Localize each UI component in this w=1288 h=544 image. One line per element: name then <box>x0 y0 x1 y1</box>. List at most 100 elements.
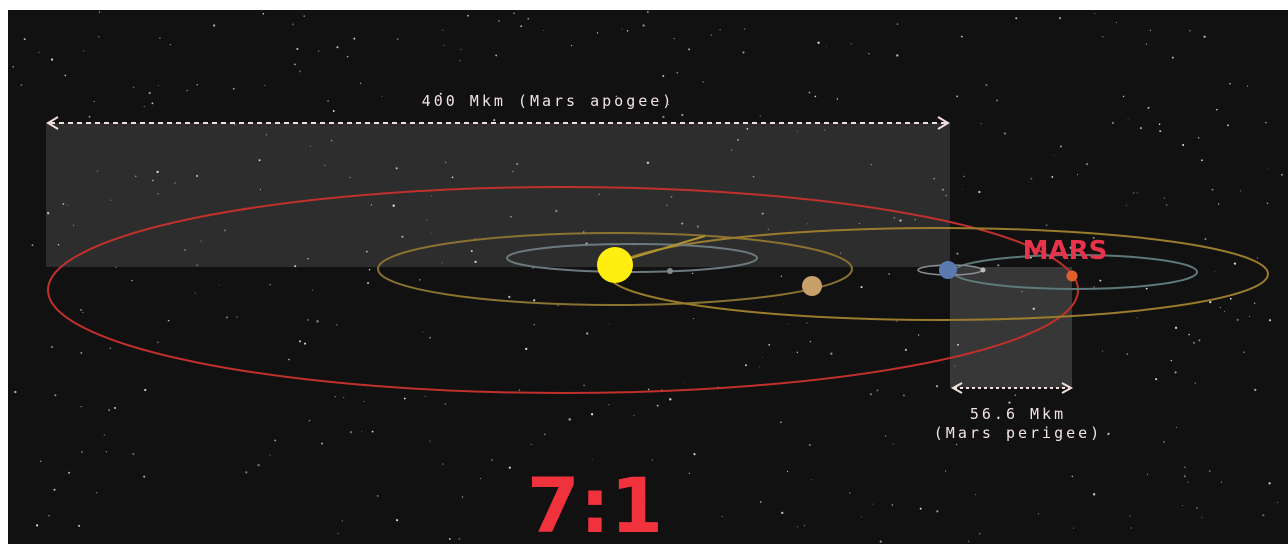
star <box>888 273 891 275</box>
star <box>978 190 981 194</box>
star <box>1182 505 1183 507</box>
star <box>1227 124 1229 127</box>
star <box>961 188 963 190</box>
star <box>744 364 747 367</box>
star <box>759 501 762 503</box>
star <box>57 244 60 246</box>
star <box>1139 126 1143 130</box>
orbit <box>506 243 758 273</box>
star <box>66 204 68 206</box>
star <box>53 488 56 491</box>
star <box>1233 262 1237 265</box>
star <box>980 123 982 125</box>
star <box>1204 238 1207 240</box>
star <box>858 223 860 225</box>
star <box>1136 192 1138 194</box>
star <box>1146 473 1148 475</box>
star <box>143 475 146 478</box>
star <box>759 115 761 117</box>
star <box>448 538 451 540</box>
star <box>533 324 535 326</box>
star <box>758 366 760 368</box>
star <box>349 176 351 179</box>
star <box>1240 190 1242 192</box>
star <box>594 100 597 103</box>
star <box>797 526 799 528</box>
star <box>893 217 896 219</box>
star <box>693 317 695 319</box>
star <box>370 204 373 206</box>
star <box>809 341 812 343</box>
star <box>585 332 589 335</box>
star <box>683 381 685 383</box>
star <box>1201 516 1203 518</box>
star <box>1196 507 1198 509</box>
star <box>1115 21 1117 23</box>
star <box>615 95 618 98</box>
star <box>232 87 235 90</box>
star <box>80 406 82 408</box>
star <box>186 89 189 92</box>
star <box>159 37 161 39</box>
star <box>495 54 498 57</box>
star <box>396 38 399 40</box>
star <box>783 303 785 305</box>
star <box>696 225 699 228</box>
star <box>1158 123 1161 126</box>
star <box>608 404 610 406</box>
star <box>395 167 398 170</box>
star <box>721 516 723 518</box>
star <box>1174 326 1178 329</box>
star <box>225 316 228 319</box>
star <box>458 538 461 540</box>
star <box>596 32 599 34</box>
star <box>360 82 362 84</box>
star <box>157 193 159 195</box>
star <box>493 119 496 122</box>
star <box>157 341 159 344</box>
star <box>110 199 112 201</box>
star <box>557 304 559 306</box>
star <box>781 511 784 515</box>
star <box>1014 394 1016 396</box>
star <box>299 70 302 73</box>
star <box>509 215 512 218</box>
star <box>1092 236 1095 239</box>
star <box>459 60 461 62</box>
star <box>1159 130 1162 133</box>
star <box>1183 475 1186 478</box>
star <box>196 264 198 266</box>
star <box>525 347 528 350</box>
ratio: 7:1 <box>527 461 663 544</box>
star <box>730 149 733 151</box>
star <box>662 74 665 78</box>
star <box>1193 341 1196 344</box>
star <box>1145 287 1148 290</box>
star <box>1171 56 1174 59</box>
star <box>132 452 135 456</box>
star <box>1129 515 1131 517</box>
star <box>376 495 379 497</box>
star <box>1188 333 1190 336</box>
star <box>1107 432 1110 435</box>
star <box>518 389 521 391</box>
star <box>1020 290 1023 293</box>
star <box>424 395 426 397</box>
star <box>520 25 523 28</box>
star <box>257 464 260 467</box>
star <box>646 11 649 13</box>
star <box>568 418 571 421</box>
star <box>1276 501 1278 503</box>
star <box>743 28 746 30</box>
star <box>1058 17 1062 20</box>
star <box>78 524 81 527</box>
star <box>1170 359 1173 362</box>
star <box>317 50 320 52</box>
star <box>954 365 956 367</box>
star <box>630 105 632 108</box>
star <box>746 127 749 130</box>
star <box>367 282 370 285</box>
star <box>371 430 374 433</box>
star <box>1184 466 1186 468</box>
